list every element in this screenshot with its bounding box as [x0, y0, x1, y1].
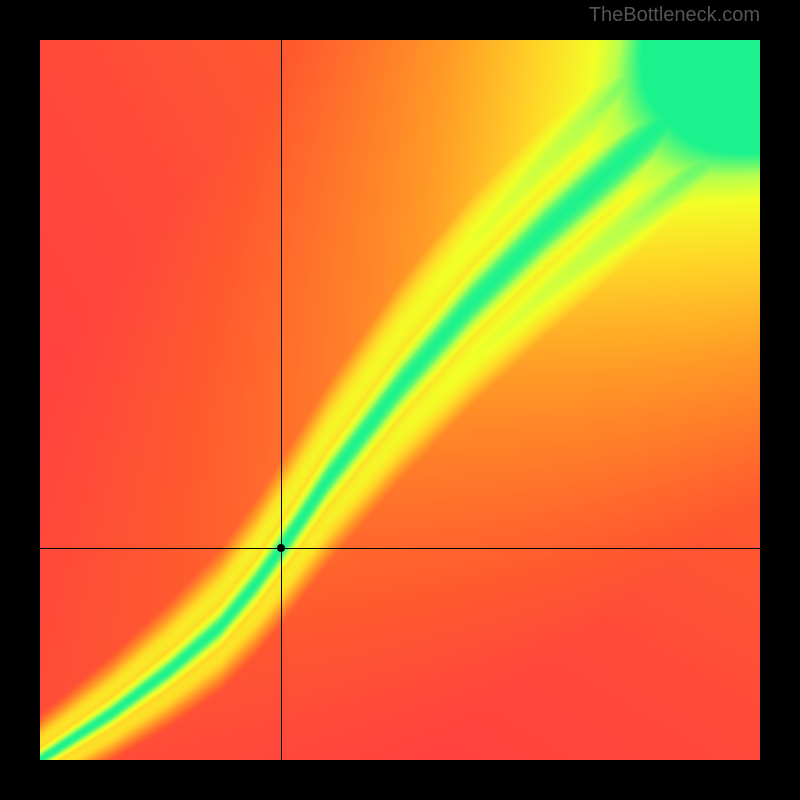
plot-area	[40, 40, 760, 760]
crosshair-marker	[277, 544, 285, 552]
watermark-text: TheBottleneck.com	[589, 4, 760, 27]
heatmap-canvas	[40, 40, 760, 760]
crosshair-horizontal	[40, 548, 760, 549]
crosshair-vertical	[281, 40, 282, 760]
